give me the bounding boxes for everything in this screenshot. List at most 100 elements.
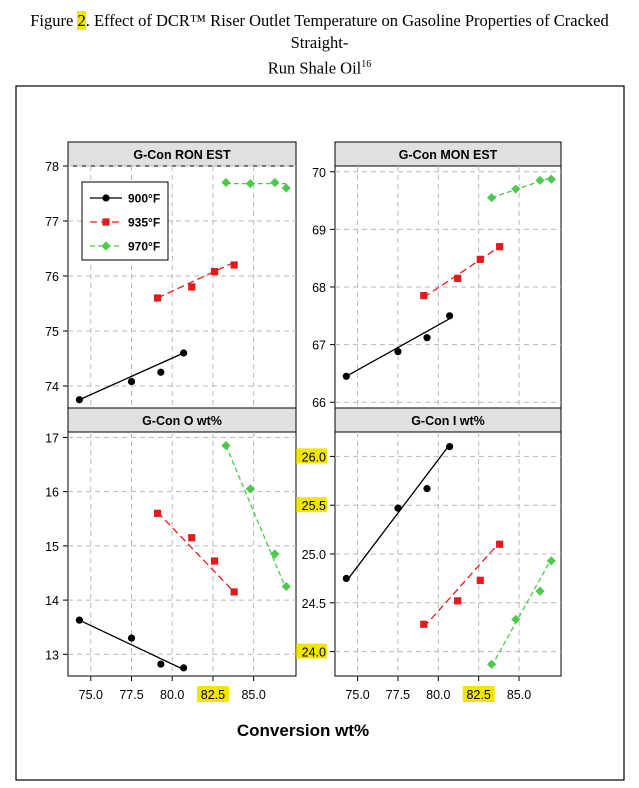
x-tick-label: 77.5 (119, 688, 143, 702)
data-point (281, 183, 291, 193)
panel-header (334, 141, 562, 167)
data-point (446, 443, 454, 451)
data-point (180, 349, 188, 357)
data-point (454, 597, 462, 605)
data-point (210, 557, 219, 565)
data-point (281, 581, 291, 592)
tick-highlight (196, 686, 229, 702)
data-point (476, 255, 484, 263)
panel-header (334, 407, 562, 433)
y-tick-label: 26.0 (302, 450, 326, 464)
caption-line-2: Run Shale Oil16 (0, 54, 639, 80)
x-tick-label: 82.5 (466, 688, 490, 702)
data-point (394, 347, 402, 356)
data-point (342, 372, 350, 380)
series-935-f (153, 261, 238, 302)
caption-prefix: Figure (30, 11, 78, 30)
data-point (342, 574, 350, 583)
y-tick-label: 69 (312, 223, 326, 237)
data-point (511, 184, 521, 194)
data-point (75, 616, 83, 624)
panel-g-con-mon-est: G-Con MON EST 66 67 68 69 70 (312, 141, 562, 410)
series-935-f (153, 509, 238, 596)
x-tick-label: 85.0 (507, 688, 531, 702)
series-900-f (342, 312, 454, 380)
y-tick-label: 70 (312, 166, 326, 180)
y-tick-label: 16 (45, 486, 59, 500)
y-tick-label: 67 (312, 339, 326, 353)
series-970-f (221, 440, 291, 592)
tick-highlight (462, 686, 495, 702)
caption-line-1: Figure 2. Effect of DCR™ Riser Outlet Te… (0, 10, 639, 54)
series-900-f (342, 443, 454, 583)
legend-marker (102, 218, 110, 226)
data-point (127, 378, 136, 386)
data-point (127, 634, 136, 642)
x-axis-label: Conversion wt% (237, 721, 369, 740)
data-point (535, 586, 545, 596)
legend-label: 900°F (128, 192, 160, 206)
series-970-f (486, 556, 556, 669)
series-935-f (420, 540, 504, 628)
series-900-f (75, 349, 188, 404)
panel-title: G-Con MON EST (399, 148, 498, 162)
panel-title: G-Con O wt% (142, 414, 222, 428)
y-tick-label: 66 (312, 396, 326, 410)
caption-reference: 16 (361, 59, 372, 70)
x-tick-label: 85.0 (241, 688, 265, 702)
series-900-f (75, 616, 188, 672)
data-point (446, 312, 454, 320)
legend-marker (101, 241, 111, 251)
y-tick-label: 75 (45, 325, 59, 339)
tick-highlight (296, 448, 327, 464)
y-tick-label: 25.5 (302, 499, 326, 513)
caption-title-part2: Run Shale Oil (267, 58, 362, 78)
y-tick-label: 68 (312, 281, 326, 295)
panel-title: G-Con I wt% (411, 414, 485, 428)
series-935-f (420, 243, 504, 300)
y-tick-label: 14 (45, 594, 59, 608)
fit-line (157, 261, 235, 299)
y-tick-label: 17 (45, 431, 59, 445)
data-point (423, 334, 431, 342)
x-tick-label: 80.0 (426, 688, 450, 702)
data-point (153, 294, 162, 302)
data-point (486, 659, 497, 669)
y-tick-label: 78 (45, 160, 59, 174)
x-tick-label: 82.5 (201, 688, 225, 702)
fit-line (79, 619, 184, 671)
data-point (180, 664, 188, 672)
y-tick-label: 76 (45, 270, 59, 284)
data-point (188, 283, 196, 291)
fit-line (79, 352, 184, 401)
legend-label: 935°F (128, 216, 160, 230)
data-point (75, 396, 83, 404)
y-tick-label: 13 (45, 648, 59, 662)
x-tick-label: 75.0 (79, 688, 103, 702)
data-point (221, 177, 231, 188)
fit-line (423, 541, 501, 628)
data-point (546, 174, 556, 184)
data-point (153, 509, 162, 517)
data-point (230, 261, 238, 269)
data-point (546, 556, 556, 566)
series-970-f (221, 177, 291, 193)
panel-title: G-Con RON EST (133, 148, 231, 162)
tick-highlight (296, 643, 327, 659)
data-point (420, 620, 428, 628)
data-point (245, 179, 255, 189)
series-970-f (486, 174, 556, 203)
x-tick-label: 80.0 (160, 688, 184, 702)
panel-header (67, 141, 297, 167)
y-tick-label: 25.0 (302, 548, 326, 562)
y-tick-label: 77 (45, 215, 59, 229)
fit-line (423, 246, 501, 298)
data-point (270, 549, 280, 559)
data-point (221, 440, 231, 451)
fit-line (345, 444, 451, 582)
y-tick-label: 24.0 (302, 646, 326, 660)
chart-panels: G-Con RON EST7475767778900°F935°F970°FG-… (45, 141, 562, 702)
plot-area (67, 431, 297, 677)
data-point (496, 243, 504, 251)
legend-box (81, 181, 169, 261)
